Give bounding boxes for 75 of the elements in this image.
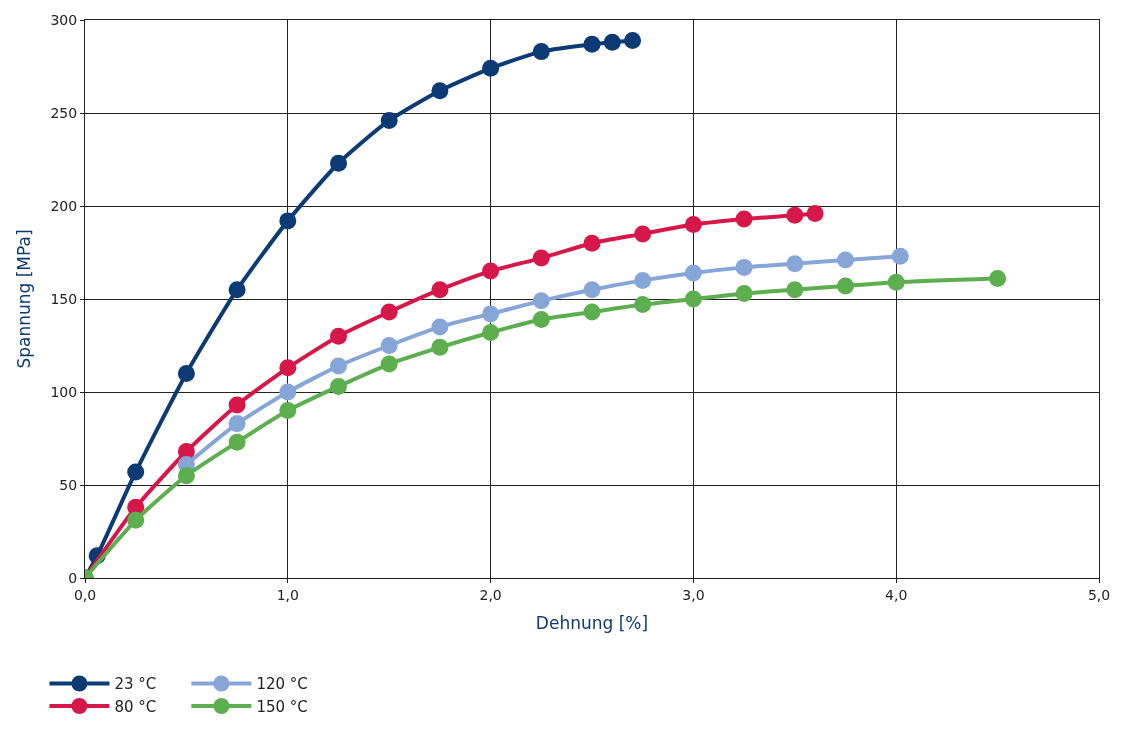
point <box>837 251 854 269</box>
point <box>786 255 804 273</box>
point <box>735 210 753 228</box>
point <box>228 281 246 299</box>
point <box>279 402 297 420</box>
point <box>684 264 702 282</box>
point <box>634 225 652 243</box>
point <box>380 337 398 354</box>
point <box>228 415 246 433</box>
point <box>431 82 449 100</box>
x-tick-label: 2,0 <box>479 586 502 603</box>
y-tick-label: 150 <box>50 290 78 307</box>
point <box>482 323 500 341</box>
y-tick-label: 0 <box>68 569 78 586</box>
legend-label: 150 °C <box>256 697 308 716</box>
point <box>482 59 500 77</box>
point <box>330 154 347 172</box>
legend-label: 120 °C <box>256 675 308 694</box>
point <box>837 277 854 295</box>
point <box>380 303 398 321</box>
x-tick-label: 5,0 <box>1087 586 1111 603</box>
point <box>891 247 909 265</box>
x-tick-label: 0,0 <box>73 586 97 603</box>
y-tick-label: 200 <box>50 197 78 214</box>
x-tick-label: 3,0 <box>682 586 705 603</box>
point <box>330 327 347 345</box>
x-tick-label: 4,0 <box>885 586 908 603</box>
point <box>634 271 652 289</box>
y-axis-title: Spannung [MPa] <box>14 229 35 369</box>
y-tick-label: 100 <box>50 383 78 400</box>
point <box>735 258 753 276</box>
point <box>482 262 500 280</box>
y-tick-label: 50 <box>59 476 78 493</box>
y-tick-label: 300 <box>50 11 78 28</box>
point <box>786 206 804 224</box>
point <box>532 249 550 267</box>
point <box>228 433 246 451</box>
point <box>177 467 195 485</box>
point <box>684 216 702 234</box>
point <box>887 273 905 291</box>
point <box>634 296 652 314</box>
point <box>532 292 550 310</box>
point <box>532 310 550 328</box>
point <box>583 281 601 299</box>
point <box>330 377 347 395</box>
point <box>228 396 246 414</box>
point <box>177 364 195 382</box>
point <box>380 111 398 129</box>
point <box>127 463 145 481</box>
point <box>380 355 398 373</box>
point <box>583 35 601 53</box>
point <box>806 204 824 222</box>
point <box>583 234 601 252</box>
point <box>735 284 753 302</box>
point <box>279 212 297 230</box>
point <box>624 31 642 49</box>
point <box>431 338 449 356</box>
point <box>583 303 601 321</box>
point <box>330 357 347 375</box>
point <box>431 281 449 299</box>
point <box>431 318 449 336</box>
x-tick-label: 1,0 <box>276 586 299 603</box>
y-tick-label: 250 <box>50 104 78 121</box>
x-axis-title: Dehnung [%] <box>535 613 649 634</box>
legend-label: 80 °C <box>114 697 157 716</box>
point <box>482 305 500 323</box>
point <box>603 33 621 51</box>
point <box>279 359 297 377</box>
point <box>279 383 297 401</box>
legend-label: 23 °C <box>114 675 157 694</box>
point <box>127 511 145 529</box>
point <box>532 43 550 61</box>
point <box>786 281 804 299</box>
point <box>684 290 702 308</box>
point <box>989 270 1007 288</box>
